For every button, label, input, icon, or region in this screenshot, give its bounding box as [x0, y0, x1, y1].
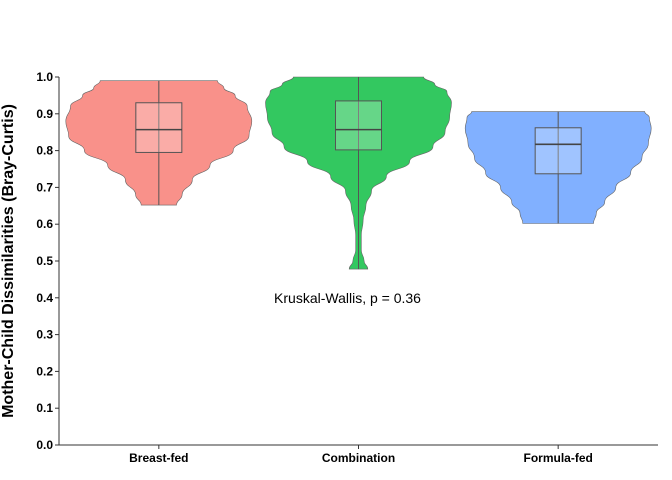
- box-breast-fed: [135, 102, 183, 153]
- y-tick-label: 0.4: [36, 291, 53, 305]
- kruskal-wallis-annotation: Kruskal-Wallis, p = 0.36: [274, 290, 421, 306]
- y-tick-label: 0.3: [36, 328, 53, 342]
- y-tick-label: 1.0: [36, 70, 53, 84]
- box-combination: [335, 100, 382, 151]
- y-tick-label: 0.5: [36, 254, 53, 268]
- y-tick-label: 0.0: [36, 438, 53, 452]
- x-tick-label: Formula-fed: [523, 451, 592, 465]
- y-axis-ticks: 0.0 0.1 0.2 0.3 0.4 0.5 0.6 0.7 0.8 0.9 1.0: [36, 70, 59, 452]
- x-axis-ticks: Breast-fed Combination Formula-fed: [129, 445, 593, 465]
- y-tick-label: 0.9: [36, 107, 53, 121]
- y-tick-label: 0.8: [36, 144, 53, 158]
- x-tick-label: Combination: [322, 451, 395, 465]
- y-tick-label: 0.6: [36, 217, 53, 231]
- y-axis-label: Mother-Child Dissimilarities (Bray-Curti…: [0, 104, 17, 418]
- y-tick-label: 0.7: [36, 180, 53, 194]
- box-formula-fed: [534, 127, 582, 175]
- y-tick-label: 0.2: [36, 364, 53, 378]
- boxplot-layer: [135, 77, 582, 270]
- y-tick-label: 0.1: [36, 401, 53, 415]
- x-tick-label: Breast-fed: [129, 451, 188, 465]
